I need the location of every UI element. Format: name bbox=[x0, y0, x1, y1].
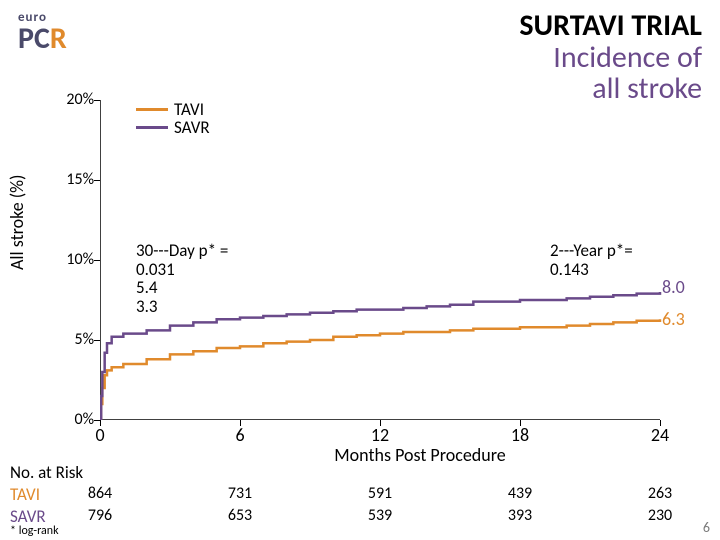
endpoint-savr: 8.0 bbox=[662, 276, 685, 298]
nar-value: 796 bbox=[70, 506, 130, 525]
endpoint-tavi: 6.3 bbox=[662, 308, 685, 330]
y-tick: 15% bbox=[54, 170, 94, 189]
legend: TAVISAVR bbox=[136, 100, 210, 136]
title-main: SURTAVI TRIAL bbox=[519, 10, 702, 42]
nar-value: 230 bbox=[630, 506, 690, 525]
logo: euro PCR bbox=[18, 10, 67, 52]
nar-value: 393 bbox=[490, 506, 550, 525]
x-axis-label: Months Post Procedure bbox=[270, 444, 570, 466]
legend-item: TAVI bbox=[136, 100, 210, 118]
x-tick: 6 bbox=[220, 424, 260, 446]
pvalue-2year: 2---Year p*= 0.143 bbox=[550, 242, 633, 279]
title-block: SURTAVI TRIAL Incidence of all stroke bbox=[519, 10, 702, 105]
nar-value: 864 bbox=[70, 484, 130, 503]
x-tick: 18 bbox=[500, 424, 540, 446]
nar-value: 263 bbox=[630, 484, 690, 503]
nar-value: 439 bbox=[490, 484, 550, 503]
nar-value: 653 bbox=[210, 506, 270, 525]
y-tick: 20% bbox=[54, 90, 94, 109]
number-at-risk-title: No. at Risk bbox=[10, 462, 83, 483]
page-number: 6 bbox=[703, 519, 710, 536]
series-tavi bbox=[100, 319, 660, 420]
nar-value: 591 bbox=[350, 484, 410, 503]
legend-item: SAVR bbox=[136, 118, 210, 136]
y-tick: 5% bbox=[54, 330, 94, 349]
footnote: * log-rank bbox=[10, 524, 59, 538]
x-tick: 0 bbox=[80, 424, 120, 446]
plot-area: TAVISAVR 30---Day p* = 0.031 5.4 3.3 2--… bbox=[100, 100, 690, 420]
pvalue-30day: 30---Day p* = 0.031 5.4 3.3 bbox=[136, 242, 228, 317]
x-tick: 12 bbox=[360, 424, 400, 446]
nar-value: 539 bbox=[350, 506, 410, 525]
y-axis-label: All stroke (%) bbox=[6, 174, 28, 270]
nar-label: TAVI bbox=[10, 484, 40, 505]
x-tick: 24 bbox=[640, 424, 680, 446]
km-chart: All stroke (%) 0%5%10%15%20% TAVISAVR 30… bbox=[0, 100, 720, 440]
y-tick: 10% bbox=[54, 250, 94, 269]
title-sub-1: Incidence of bbox=[519, 42, 702, 74]
logo-pcr: PCR bbox=[18, 25, 67, 52]
nar-value: 731 bbox=[210, 484, 270, 503]
